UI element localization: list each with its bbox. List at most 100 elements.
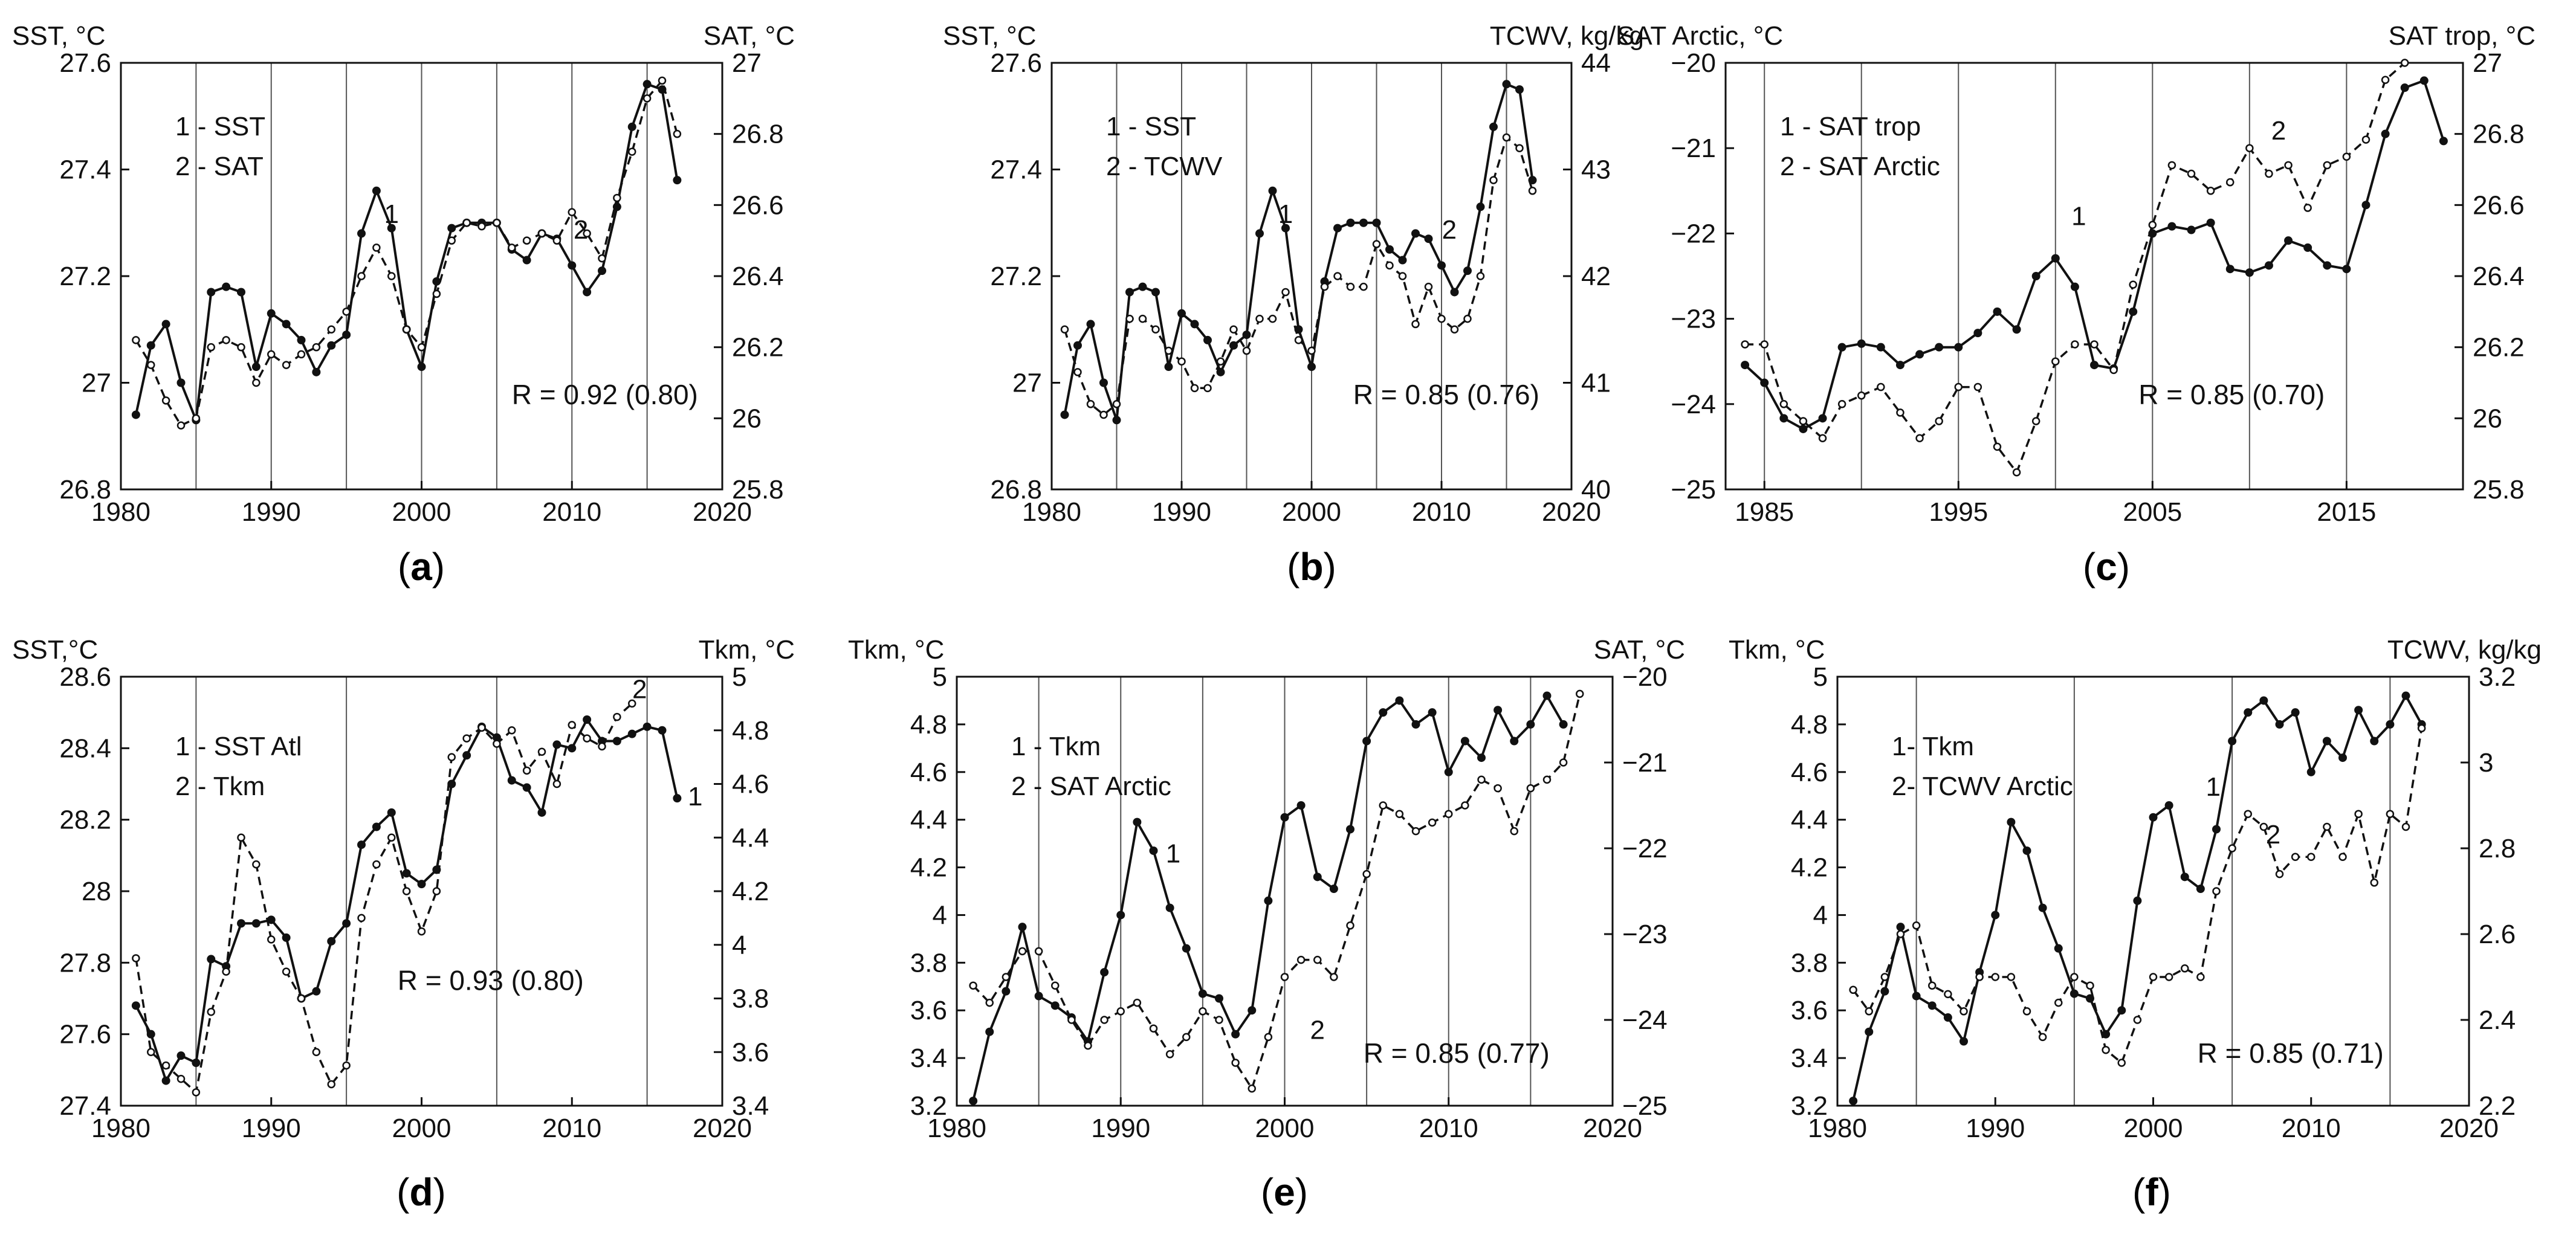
left-axis-title: SAT Arctic, °C	[1617, 21, 1783, 51]
right-y-tick-label: 4	[732, 930, 746, 960]
series-point-1	[1281, 224, 1290, 233]
series-point-2	[207, 1007, 215, 1016]
series-point-1	[1857, 339, 1866, 348]
series-point-1	[1060, 410, 1069, 419]
series-point-1	[2070, 989, 2079, 998]
series-point-1	[1268, 186, 1277, 195]
right-y-tick-label: 4.8	[732, 716, 769, 746]
right-y-tick-label: 3.6	[732, 1037, 769, 1067]
right-y-tick-label: 3.8	[732, 984, 769, 1014]
left-y-tick-label: 5	[1813, 662, 1828, 692]
left-y-tick-label: 4	[1813, 900, 1828, 930]
left-y-tick-label: 28.6	[59, 662, 111, 692]
series-point-2	[1002, 973, 1011, 981]
x-tick-label: 2010	[1412, 497, 1471, 527]
series-point-1	[2259, 696, 2268, 705]
series-point-1	[1203, 335, 1212, 344]
left-y-tick-label: 4.6	[910, 758, 947, 787]
left-y-tick-label: 28.2	[59, 805, 111, 835]
series-point-1	[1510, 737, 1519, 746]
series-point-2	[1320, 282, 1329, 291]
series-point-1	[658, 726, 667, 735]
series-point-1	[387, 808, 396, 817]
series-point-1	[1760, 378, 1769, 387]
series-point-1	[2164, 801, 2173, 810]
legend-entry: 2- TCWV Arctic	[1892, 772, 2073, 801]
series-point-2	[1877, 382, 1885, 392]
series-point-2	[613, 712, 621, 721]
series-point-1	[1296, 801, 1306, 810]
series-point-1	[176, 1051, 186, 1060]
series-point-2	[2338, 853, 2347, 861]
right-y-tick-label: 26.2	[2473, 333, 2525, 363]
series-point-2	[282, 361, 291, 369]
series-point-1	[1476, 202, 1485, 211]
right-axis-title: Tkm, °C	[699, 635, 795, 665]
right-y-tick-label: −23	[1622, 920, 1668, 949]
left-y-tick-label: −25	[1671, 475, 1716, 505]
series-point-2	[1915, 434, 1924, 443]
series-point-2	[2245, 144, 2254, 152]
series-point-2	[985, 998, 994, 1007]
series-point-1	[1993, 307, 2002, 316]
series-point-2	[1242, 346, 1251, 355]
series-number-label: 2	[2266, 820, 2280, 850]
series-point-2	[1960, 1007, 1968, 1016]
series-point-2	[628, 699, 636, 708]
series-point-1	[2206, 218, 2215, 227]
series-point-1	[2070, 282, 2079, 291]
series-point-2	[1307, 346, 1316, 355]
series-point-1	[1198, 989, 1207, 998]
series-point-1	[2361, 201, 2371, 210]
series-point-2	[2051, 357, 2060, 366]
series-point-1	[612, 202, 621, 211]
series-point-1	[1935, 343, 1944, 352]
series-point-1	[1428, 708, 1437, 717]
series-point-2	[2303, 204, 2312, 212]
series-point-2	[161, 1061, 170, 1070]
series-point-2	[387, 833, 396, 842]
series-point-2	[417, 343, 426, 352]
left-y-tick-label: 4.6	[1791, 758, 1828, 787]
series-point-2	[1333, 272, 1342, 280]
x-tick-label: 1990	[242, 1114, 301, 1143]
series-point-2	[342, 1061, 351, 1070]
left-y-tick-label: 27.6	[59, 48, 111, 78]
x-tick-label: 2015	[2317, 497, 2376, 527]
left-axis-title: Tkm, °C	[848, 635, 944, 665]
x-tick-label: 2010	[542, 1114, 601, 1143]
series-point-2	[1857, 391, 1866, 400]
series-point-2	[1346, 921, 1354, 930]
series-point-1	[161, 320, 170, 329]
series-point-2	[1944, 990, 1952, 999]
series-point-2	[1493, 784, 1502, 793]
series-point-2	[2401, 822, 2410, 831]
series-point-2	[537, 747, 546, 756]
panel-caption: (a)	[398, 545, 445, 588]
series-point-2	[1741, 340, 1749, 349]
series-number-label: 1	[2206, 772, 2221, 802]
x-tick-label: 1990	[1152, 497, 1211, 527]
x-tick-label: 1995	[1929, 497, 1988, 527]
right-y-tick-label: 3	[2479, 748, 2493, 778]
x-tick-label: 2020	[693, 497, 752, 527]
chart-panel-e: 1980 1990 2000 2010 2020 3.2 3.4 3.6 3.8 4 4.2 4.4 4…	[848, 635, 1685, 1214]
series-point-2	[628, 147, 636, 156]
series-point-1	[192, 1059, 201, 1067]
series-point-1	[1395, 696, 1404, 705]
right-y-tick-label: 26.4	[2473, 262, 2525, 291]
legend-entry: 1 - SAT trop	[1780, 112, 1921, 141]
series-point-1	[1741, 361, 1750, 370]
series-point-1	[1385, 245, 1394, 254]
series-point-1	[1927, 1001, 1937, 1010]
series-point-2	[2228, 844, 2236, 853]
right-y-tick-label: −21	[1622, 748, 1668, 778]
series-point-2	[1280, 973, 1289, 981]
series-point-2	[2323, 161, 2332, 170]
series-point-2	[1330, 973, 1338, 981]
right-y-tick-label: 41	[1581, 369, 1611, 398]
right-axis-title: SAT trop, °C	[2389, 21, 2536, 51]
series-point-1	[1242, 331, 1251, 340]
series-point-2	[1489, 176, 1498, 184]
series-point-2	[2291, 853, 2300, 861]
